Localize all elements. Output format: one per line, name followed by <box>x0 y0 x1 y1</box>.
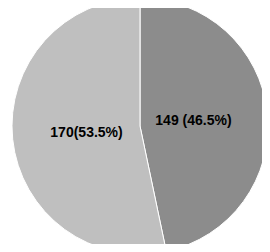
svg-text:170(53.5%): 170(53.5%) <box>50 124 122 140</box>
svg-text:149 (46.5%): 149 (46.5%) <box>155 112 231 128</box>
